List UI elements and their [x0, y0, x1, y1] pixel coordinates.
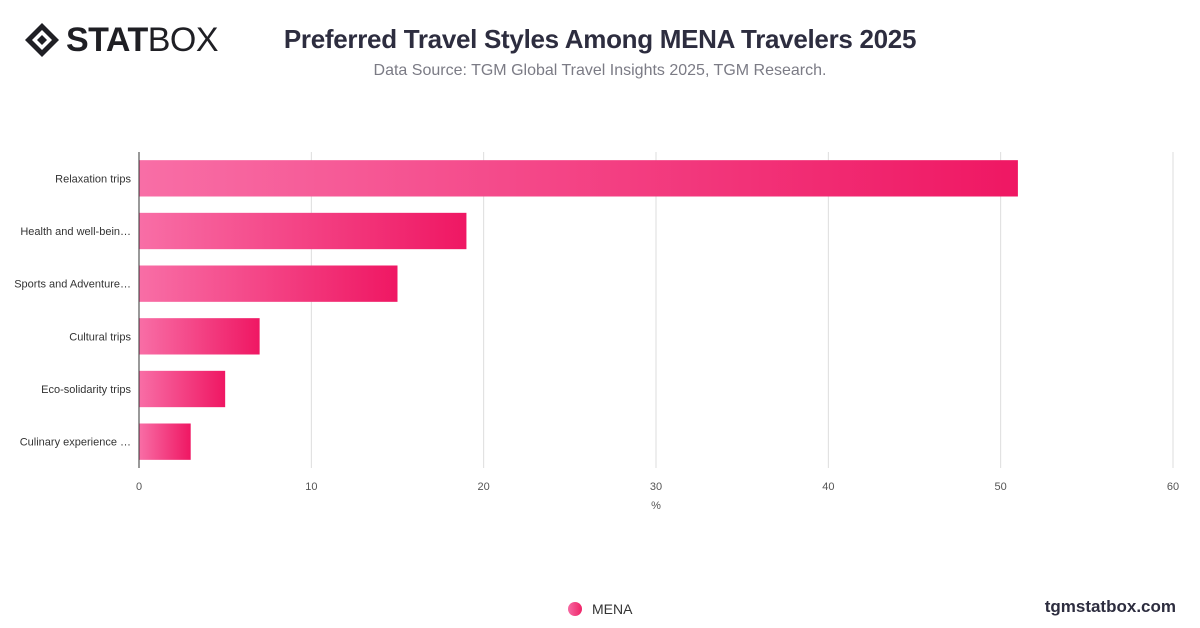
bar-0[interactable]	[139, 160, 1018, 197]
legend-label-mena: MENA	[592, 601, 633, 617]
x-tick-label: 20	[478, 481, 490, 493]
category-label: Health and well-bein…	[20, 226, 131, 238]
x-tick-label: 40	[822, 481, 834, 493]
statbox-diamond-icon	[25, 23, 59, 57]
legend-marker-mena	[568, 602, 582, 616]
category-label: Sports and Adventure…	[14, 279, 131, 291]
bar-4[interactable]	[139, 370, 226, 408]
footer-url: tgmstatbox.com	[1044, 597, 1176, 616]
bars	[139, 160, 1018, 460]
bar-2[interactable]	[139, 265, 398, 302]
bar-3[interactable]	[139, 318, 260, 355]
bar-1[interactable]	[139, 212, 467, 250]
chart-title: Preferred Travel Styles Among MENA Trave…	[283, 24, 917, 54]
category-label: Relaxation trips	[55, 173, 131, 185]
x-tick-label: 30	[650, 481, 662, 493]
gridlines	[310, 152, 1174, 468]
logo-text-bold: STAT	[66, 21, 148, 59]
x-tick-label: 60	[1167, 481, 1179, 493]
logo-text-light: BOX	[147, 21, 219, 59]
x-tick-label: 10	[305, 481, 317, 493]
category-label: Culinary experience …	[20, 437, 131, 449]
x-tick-label: 50	[995, 481, 1007, 493]
x-tick-labels: 0 10 20 30 40 50 60	[136, 481, 1179, 493]
bar-5[interactable]	[139, 423, 191, 460]
category-label: Eco-solidarity trips	[41, 384, 131, 396]
category-label: Cultural trips	[69, 331, 131, 343]
category-labels: Relaxation trips Health and well-bein… Spo…	[14, 173, 131, 448]
logo-wordmark: STATBOX	[66, 21, 219, 59]
x-tick-label: 0	[136, 481, 142, 493]
legend[interactable]: MENA	[568, 601, 632, 617]
chart-subtitle: Data Source: TGM Global Travel Insights …	[373, 62, 827, 79]
statbox-logo: STATBOX	[24, 21, 219, 59]
x-axis-title: %	[651, 500, 661, 512]
